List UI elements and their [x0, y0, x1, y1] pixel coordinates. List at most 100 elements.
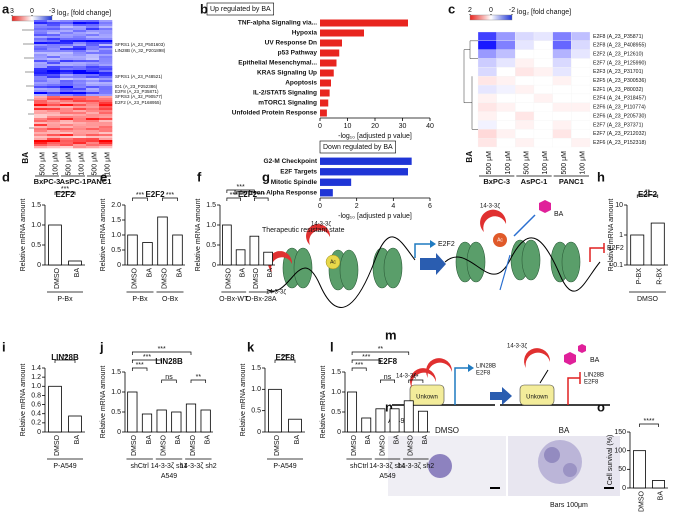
heatmap-texture — [73, 26, 87, 29]
heatmap-texture — [99, 62, 113, 65]
heatmap-texture — [47, 64, 61, 67]
heatmap-texture — [73, 138, 87, 141]
column-label: 500 μM — [91, 152, 98, 176]
heatmap-texture — [99, 108, 113, 111]
heatmap-texture — [34, 38, 48, 41]
group-label: PANC1 — [87, 177, 112, 186]
heatmap-texture — [34, 44, 48, 47]
group-label: BxPC-3 — [483, 177, 510, 186]
heatmap-texture — [86, 20, 100, 23]
x-tick-label: DMSO — [379, 434, 386, 456]
group-label: AsPC-1 — [521, 177, 548, 186]
heatmap-texture — [47, 114, 61, 117]
heatmap-texture — [99, 76, 113, 79]
heatmap-texture — [34, 78, 48, 81]
heatmap-texture — [47, 46, 61, 49]
heatmap-cell — [477, 93, 497, 103]
heatmap-texture — [86, 34, 100, 37]
heatmap-texture — [47, 72, 61, 75]
significance-label: *** — [362, 354, 370, 361]
panel-letter: b — [200, 1, 208, 16]
heatmap-texture — [34, 60, 48, 63]
heatmap-texture — [73, 64, 87, 67]
heatmap-texture — [47, 94, 61, 97]
y-tick-label: 1.2 — [31, 374, 41, 381]
heatmap-texture — [34, 68, 48, 71]
heatmap-texture — [99, 54, 113, 57]
heatmap-texture — [99, 134, 113, 137]
heatmap-texture — [99, 82, 113, 85]
y-tick-label: 50 — [618, 466, 626, 473]
significance-label: *** — [230, 192, 238, 199]
heatmap-cell — [552, 76, 572, 86]
group-label: O-Bx-28A — [246, 296, 277, 303]
heatmap-cell — [515, 40, 535, 50]
heatmap-texture — [47, 32, 61, 35]
heatmap-texture — [86, 42, 100, 45]
heatmap-texture — [47, 134, 61, 137]
y-tick-label: 1.0 — [331, 389, 341, 396]
row-label: E2F2 (A_23_P12610) — [593, 51, 643, 57]
significance-label: *** — [257, 192, 265, 199]
x-tick-label: DMSO — [161, 434, 168, 456]
heatmap-texture — [60, 48, 74, 51]
heatmap-texture — [86, 70, 100, 73]
heatmap-texture — [99, 70, 113, 73]
heatmap-cell — [496, 40, 516, 50]
title-box — [206, 2, 275, 16]
y-tick-label: 0.5 — [331, 409, 341, 416]
x-tick-label: 0 — [318, 203, 322, 210]
heatmap-texture — [99, 126, 113, 129]
heatmap-texture — [99, 72, 113, 75]
heatmap-texture — [60, 114, 74, 117]
diagram-label: Unkown — [526, 395, 548, 401]
heatmap-cell — [477, 67, 497, 77]
bar — [249, 235, 260, 266]
significance-bracket — [351, 359, 381, 363]
heatmap-texture — [60, 70, 74, 73]
heatmap-texture — [34, 138, 48, 141]
colorbar-tick-label: 0 — [30, 8, 34, 15]
heatmap-texture — [60, 42, 74, 45]
y-tick-label: 1.5 — [331, 369, 341, 376]
heatmap-texture — [73, 36, 87, 39]
heatmap-texture — [86, 140, 100, 143]
heatmap-cell — [477, 138, 497, 148]
heatmap-texture — [99, 92, 113, 95]
x-tick-label: BA — [393, 435, 400, 445]
heatmap-texture — [34, 98, 48, 101]
y-tick-label: 1.5 — [206, 202, 216, 209]
heatmap-texture — [86, 100, 100, 103]
heatmap-texture — [60, 130, 74, 133]
heatmap-cell — [496, 129, 516, 139]
group-label: P-Bx — [57, 296, 73, 303]
diagram-label: 14-3-3ζ — [507, 344, 527, 350]
panel-letter: c — [448, 1, 455, 16]
x-tick-label: R-BX — [657, 268, 664, 285]
bar — [320, 79, 331, 87]
category-label: p53 Pathway — [278, 50, 318, 57]
heatmap-texture — [99, 24, 113, 27]
panel-n: A549 DMSO BA Bars 100μm — [388, 418, 620, 509]
y-tick-label: 0.4 — [31, 411, 41, 418]
y-tick-label: 1.5 — [111, 217, 121, 224]
x-tick-label: BA — [294, 435, 301, 445]
heatmap-texture — [86, 114, 100, 117]
heatmap-texture — [60, 142, 74, 145]
significance-bracket — [54, 359, 76, 363]
heatmap-texture — [73, 20, 87, 23]
heatmap-texture — [99, 106, 113, 109]
colorbar — [469, 14, 513, 21]
heatmap-cell — [496, 111, 516, 121]
heatmap-texture — [99, 44, 113, 47]
heatmap-texture — [60, 90, 74, 93]
bar — [630, 234, 645, 266]
heatmap-texture — [73, 86, 87, 89]
heatmap-texture — [34, 96, 48, 99]
heatmap-texture — [99, 56, 113, 59]
heatmap-cell — [515, 67, 535, 77]
significance-bracket — [131, 367, 148, 371]
diagram-label: Therapeutic resistant state — [262, 227, 345, 234]
heatmap-texture — [73, 74, 87, 77]
heatmap-texture — [60, 124, 74, 127]
